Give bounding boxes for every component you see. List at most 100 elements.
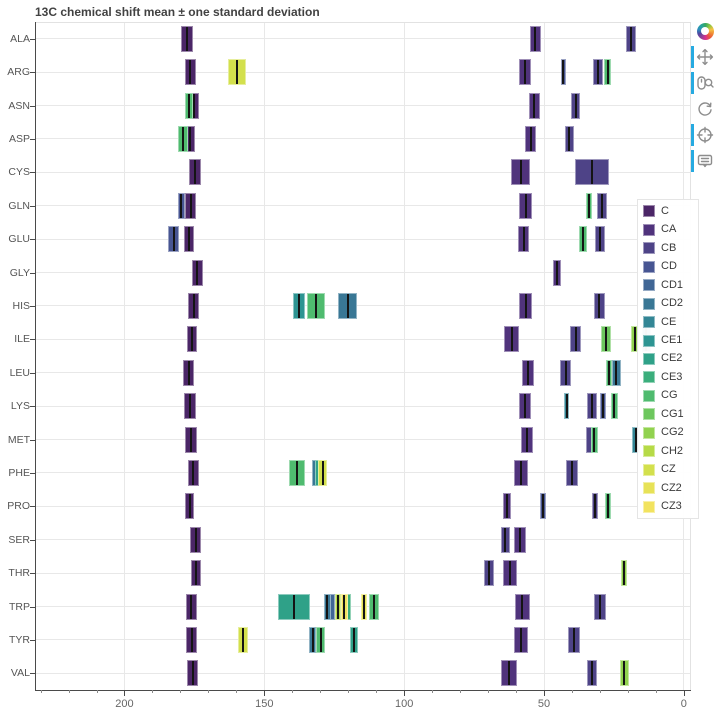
shift-box-ALA-CA[interactable] (529, 25, 541, 52)
pan-tool-button[interactable] (691, 44, 717, 70)
shift-box-LYS-CG[interactable] (610, 393, 618, 420)
shift-box-ALA-CB[interactable] (625, 25, 636, 52)
shift-box-TYR-C[interactable] (186, 626, 198, 653)
shift-box-ARG-CG[interactable] (604, 59, 612, 86)
shift-box-TYR-CG[interactable] (316, 626, 326, 653)
crosshair-tool-button[interactable] (691, 122, 717, 148)
shift-box-CYS-CA[interactable] (511, 159, 531, 186)
shift-box-TYR-CE2[interactable] (350, 626, 358, 653)
shift-box-THR-CA[interactable] (502, 560, 518, 587)
shift-box-VAL-CB[interactable] (587, 660, 598, 687)
shift-box-ARG-C[interactable] (184, 59, 197, 86)
shift-box-PHE-CB[interactable] (566, 459, 579, 486)
hover-tool-button[interactable] (691, 148, 717, 174)
reset-tool-button[interactable] (693, 96, 717, 122)
shift-box-LEU-CB[interactable] (560, 359, 571, 386)
shift-box-TRP-CE2[interactable] (278, 593, 310, 620)
shift-box-TRP-CD2[interactable] (323, 593, 331, 620)
shift-box-GLN-CD[interactable] (177, 192, 185, 219)
shift-box-ARG-CD[interactable] (560, 59, 566, 86)
shift-box-MET-CA[interactable] (520, 426, 534, 453)
shift-box-HIS-CD2[interactable] (338, 292, 358, 319)
shift-box-PHE-CA[interactable] (514, 459, 529, 486)
shift-box-TRP-CZ2[interactable] (361, 593, 368, 620)
shift-box-ASP-CG[interactable] (177, 125, 188, 152)
shift-box-PRO-CB[interactable] (591, 493, 599, 520)
shift-box-TRP-CZ3[interactable] (340, 593, 348, 620)
shift-box-GLN-CB[interactable] (597, 192, 608, 219)
shift-box-SER-CA[interactable] (513, 526, 526, 553)
shift-box-HIS-C[interactable] (188, 292, 200, 319)
shift-box-THR-CG2[interactable] (620, 560, 627, 587)
shift-box-LYS-CD[interactable] (599, 393, 606, 420)
shift-box-GLU-C[interactable] (183, 226, 195, 253)
shift-box-GLN-C[interactable] (185, 192, 197, 219)
shift-box-GLU-CG[interactable] (579, 226, 587, 253)
shift-box-ASP-CB[interactable] (564, 125, 574, 152)
wheel-zoom-tool-button[interactable] (691, 70, 717, 96)
shift-box-ASN-CG[interactable] (185, 92, 194, 119)
shift-box-GLN-CG[interactable] (586, 192, 593, 219)
shift-box-ASP-CA[interactable] (525, 125, 537, 152)
shift-box-LYS-CB[interactable] (587, 393, 598, 420)
shift-box-PRO-CG[interactable] (604, 493, 611, 520)
shift-box-ILE-CA[interactable] (504, 326, 520, 353)
shift-box-GLY-C[interactable] (192, 259, 203, 286)
shift-box-CYS-CB[interactable] (574, 159, 609, 186)
mean-line (235, 60, 238, 85)
shift-box-PRO-C[interactable] (185, 493, 195, 520)
shift-box-ARG-CA[interactable] (518, 59, 532, 86)
shift-box-LEU-CD2[interactable] (611, 359, 622, 386)
shift-box-LYS-CA[interactable] (518, 393, 531, 420)
bokeh-logo-button[interactable] (693, 18, 717, 44)
shift-box-ARG-CB[interactable] (592, 59, 603, 86)
shift-box-ILE-C[interactable] (186, 326, 198, 353)
shift-box-ASN-CA[interactable] (528, 92, 540, 119)
shift-box-TYR-CB[interactable] (567, 626, 581, 653)
shift-box-LEU-CA[interactable] (522, 359, 535, 386)
shift-box-VAL-CA[interactable] (500, 660, 518, 687)
shift-box-CYS-C[interactable] (188, 159, 201, 186)
shift-box-PHE-C[interactable] (187, 459, 199, 486)
shift-box-HIS-CB[interactable] (593, 292, 606, 319)
shift-box-MET-C[interactable] (185, 426, 197, 453)
y-tick-label-GLU: GLU (8, 233, 30, 246)
shift-box-GLU-CB[interactable] (595, 226, 605, 253)
shift-box-TRP-CB[interactable] (594, 593, 606, 620)
shift-box-ILE-CB[interactable] (570, 326, 582, 353)
shift-box-GLU-CD[interactable] (168, 226, 180, 253)
shift-box-PHE-CZ[interactable] (318, 459, 327, 486)
shift-box-LYS-C[interactable] (184, 393, 196, 420)
shift-box-PHE-CG[interactable] (288, 459, 305, 486)
shift-box-PRO-CD[interactable] (540, 493, 546, 520)
shift-box-PRO-CA[interactable] (502, 493, 511, 520)
shift-box-TYR-CA[interactable] (514, 626, 529, 653)
shift-box-TYR-CD2[interactable] (309, 626, 317, 653)
shift-box-ALA-C[interactable] (180, 25, 193, 52)
shift-box-VAL-C[interactable] (187, 660, 199, 687)
shift-box-LEU-C[interactable] (183, 359, 195, 386)
shift-box-HIS-CA[interactable] (519, 292, 533, 319)
shift-box-LYS-CE[interactable] (564, 393, 569, 420)
shift-box-TRP-CG[interactable] (369, 593, 379, 620)
shift-box-GLY-CA[interactable] (553, 259, 561, 286)
shift-box-VAL-CG2[interactable] (619, 660, 629, 687)
shift-box-LEU-CG[interactable] (605, 359, 612, 386)
shift-box-MET-CG[interactable] (590, 426, 598, 453)
shift-box-THR-C[interactable] (190, 560, 201, 587)
shift-box-ASN-CB[interactable] (570, 92, 581, 119)
shift-box-ARG-CZ[interactable] (227, 59, 247, 86)
shift-box-HIS-CG[interactable] (306, 292, 326, 319)
shift-box-HIS-CE1[interactable] (292, 292, 306, 319)
shift-box-THR-CB[interactable] (484, 560, 494, 587)
shift-box-TYR-CZ[interactable] (238, 626, 249, 653)
shift-box-TRP-C[interactable] (185, 593, 197, 620)
legend-label: CE (661, 315, 677, 328)
shift-box-SER-C[interactable] (190, 526, 201, 553)
shift-box-SER-CB[interactable] (501, 526, 510, 553)
shift-box-GLU-CA[interactable] (517, 226, 530, 253)
shift-box-ILE-CG1[interactable] (601, 326, 612, 353)
shift-box-GLN-CA[interactable] (519, 192, 532, 219)
shift-box-TRP-CA[interactable] (515, 593, 530, 620)
